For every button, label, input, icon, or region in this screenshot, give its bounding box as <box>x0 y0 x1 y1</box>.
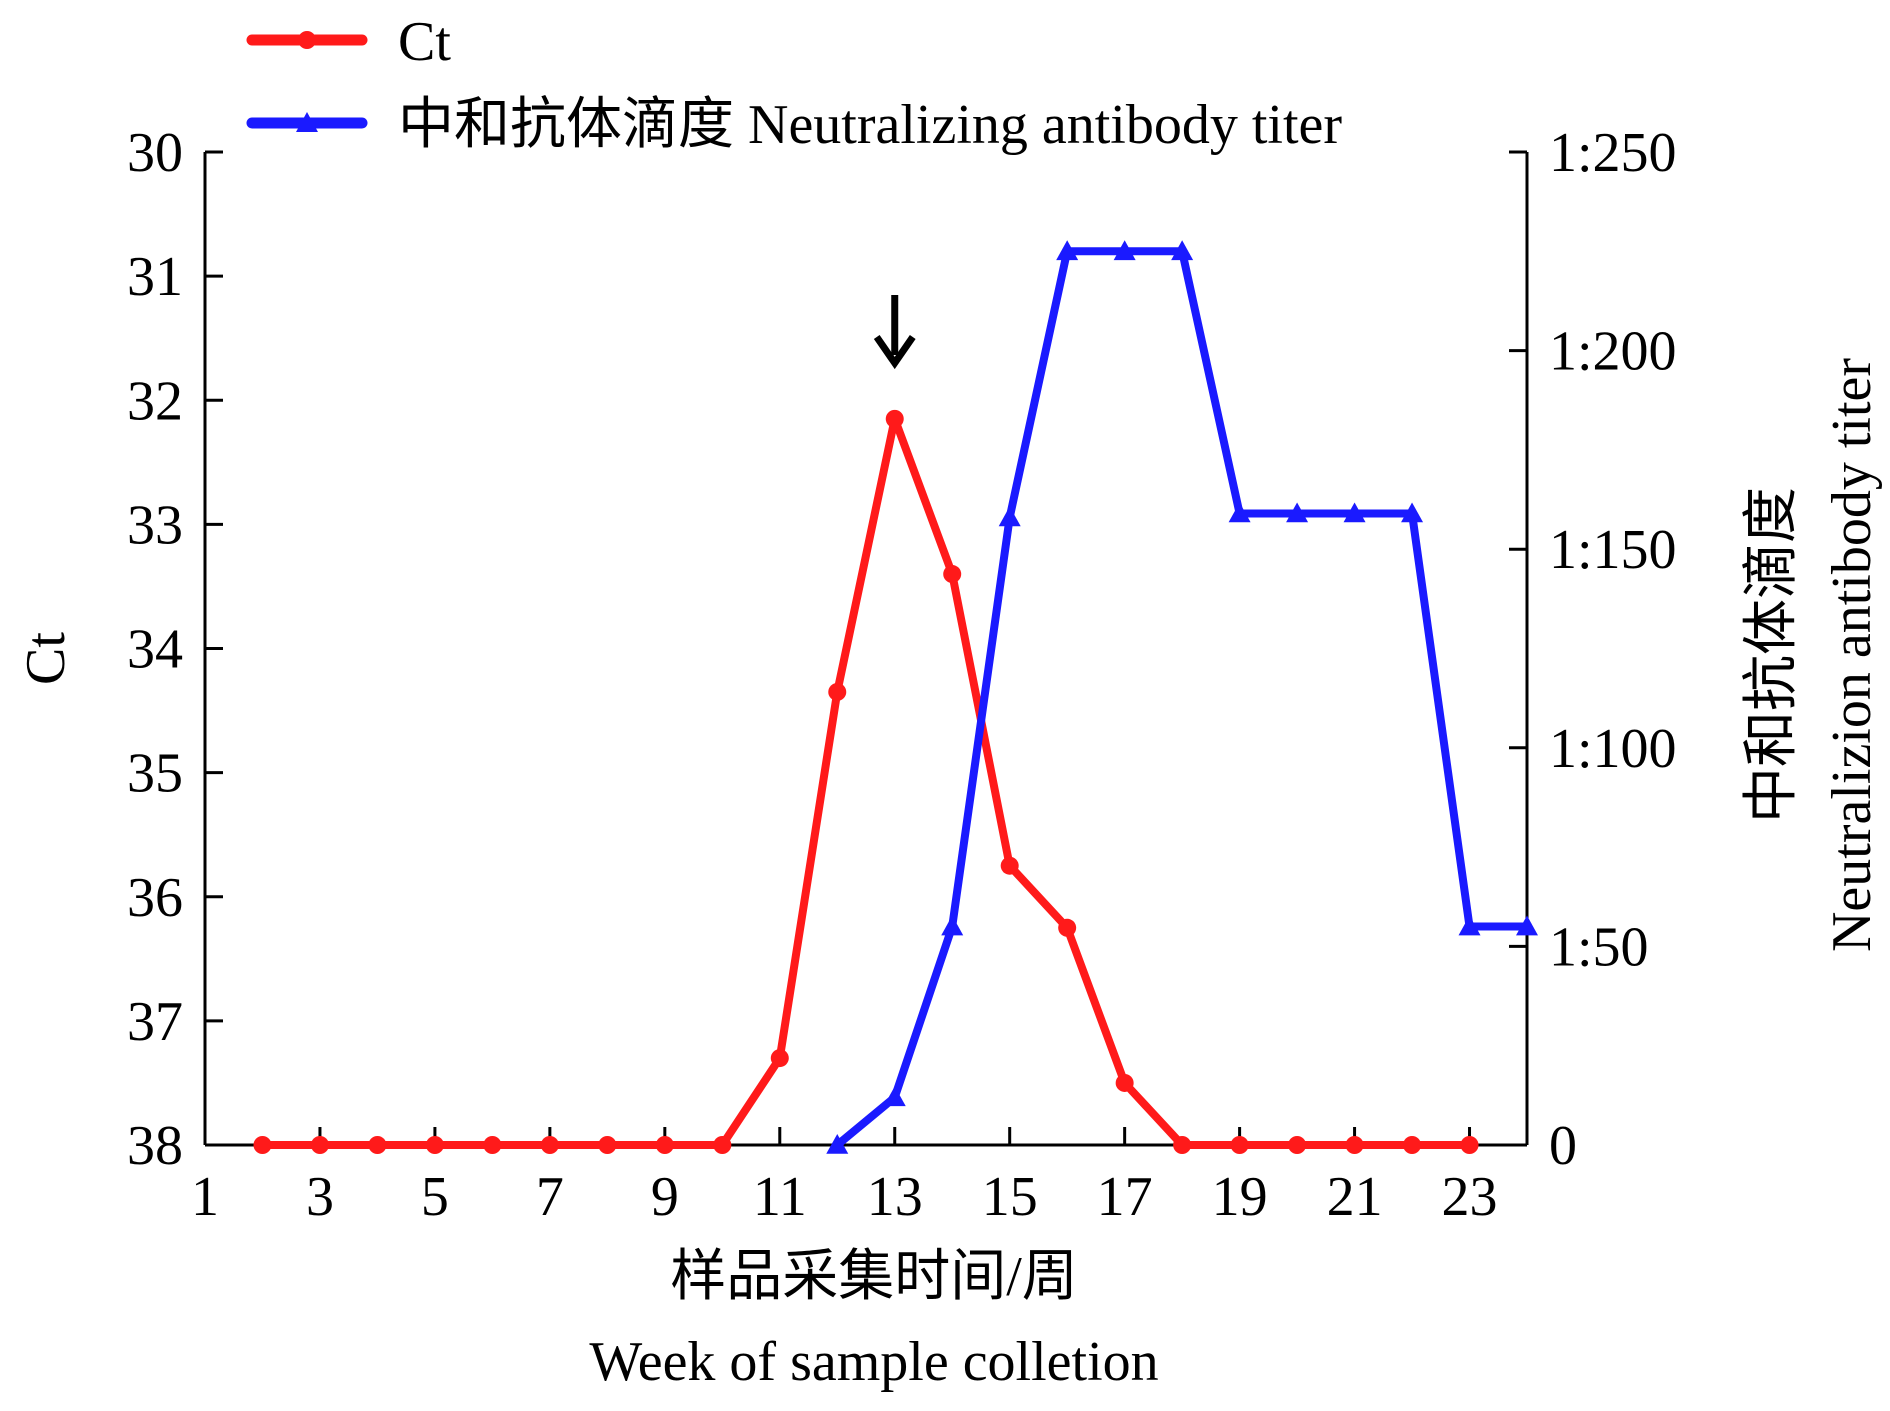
titer-data-point <box>1401 502 1424 523</box>
titer-data-point <box>1286 502 1309 523</box>
x-tick-label: 23 <box>1442 1166 1498 1228</box>
titer-data-point <box>883 1086 906 1107</box>
ct-data-point <box>1173 1136 1192 1154</box>
ct-data-point <box>1000 856 1019 875</box>
ct-data-point <box>1115 1073 1134 1092</box>
left-y-tick-label: 37 <box>127 991 183 1053</box>
ct-data-point <box>1230 1136 1249 1154</box>
right-y-tick-label: 1:250 <box>1549 122 1677 184</box>
right-y-axis-title-zh: 中和抗体滴度 <box>1741 487 1803 823</box>
legend-marker-1 <box>298 31 316 49</box>
ct-data-point <box>253 1136 272 1154</box>
titer-data-point <box>1056 240 1079 261</box>
ct-data-point <box>1058 918 1077 937</box>
left-y-tick-label: 38 <box>127 1115 183 1177</box>
x-axis-title-en: Week of sample colletion <box>589 1331 1158 1393</box>
titer-data-point <box>1228 502 1251 523</box>
left-y-tick-label: 33 <box>127 494 183 556</box>
series-line-1 <box>258 414 1474 1149</box>
ct-data-point <box>540 1136 559 1154</box>
x-tick-label: 5 <box>421 1166 449 1228</box>
titer-data-point <box>941 915 964 936</box>
right-y-tick-label: 1:200 <box>1549 321 1677 383</box>
ct-data-point <box>885 409 904 428</box>
titer-data-point <box>1171 240 1194 261</box>
x-tick-label: 11 <box>753 1166 807 1228</box>
arrow-down-icon <box>873 335 916 370</box>
right-y-tick-label: 0 <box>1549 1115 1577 1177</box>
ct-data-point <box>368 1136 387 1154</box>
x-tick-label: 3 <box>306 1166 334 1228</box>
legend-label-2: 中和抗体滴度 Neutralizing antibody titer <box>398 94 1342 156</box>
titer-data-point <box>998 506 1021 527</box>
titer-data-point <box>1458 915 1481 936</box>
x-tick-label: 13 <box>867 1166 923 1228</box>
x-tick-label: 15 <box>982 1166 1038 1228</box>
series-line-2 <box>833 247 1531 1149</box>
x-tick-label: 17 <box>1097 1166 1153 1228</box>
left-y-tick-label: 31 <box>127 246 183 308</box>
left-y-tick-label: 30 <box>127 122 183 184</box>
x-tick-label: 19 <box>1212 1166 1268 1228</box>
ct-data-point <box>943 565 962 584</box>
right-y-tick-label: 1:100 <box>1549 718 1677 780</box>
right-y-tick-label: 1:50 <box>1549 916 1649 978</box>
ct-data-point <box>598 1136 617 1154</box>
ct-data-point <box>1345 1136 1364 1154</box>
titer-data-point <box>826 1134 849 1154</box>
ct-data-point <box>713 1136 732 1154</box>
x-tick-label: 7 <box>536 1166 564 1228</box>
right-y-tick-label: 1:150 <box>1549 519 1677 581</box>
legend-marker-2 <box>296 112 318 132</box>
x-tick-label: 9 <box>651 1166 679 1228</box>
legend-label-1: Ct <box>398 11 451 73</box>
titer-data-point <box>1113 240 1136 261</box>
ct-data-point <box>770 1049 789 1068</box>
left-y-tick-label: 35 <box>127 743 183 805</box>
ct-data-point <box>655 1136 674 1154</box>
titer-data-point <box>1343 502 1366 523</box>
ct-data-point <box>483 1136 502 1154</box>
ct-data-point <box>828 682 847 701</box>
ct-data-point <box>1288 1136 1307 1154</box>
left-y-tick-label: 32 <box>127 370 183 432</box>
ct-data-point <box>310 1136 329 1154</box>
left-y-tick-label: 36 <box>127 867 183 929</box>
x-tick-label: 1 <box>191 1166 219 1228</box>
titer-data-point <box>1516 915 1538 936</box>
right-y-axis-title-en: Neutralizion antibody titer <box>1821 358 1883 952</box>
left-y-tick-label: 34 <box>127 619 183 681</box>
x-tick-label: 21 <box>1327 1166 1383 1228</box>
x-axis-title-zh: 样品采集时间/周 <box>670 1246 1078 1308</box>
ct-data-point <box>425 1136 444 1154</box>
left-y-axis-title: Ct <box>15 632 77 685</box>
ct-data-point <box>1460 1136 1479 1154</box>
ct-data-point <box>1403 1136 1422 1154</box>
